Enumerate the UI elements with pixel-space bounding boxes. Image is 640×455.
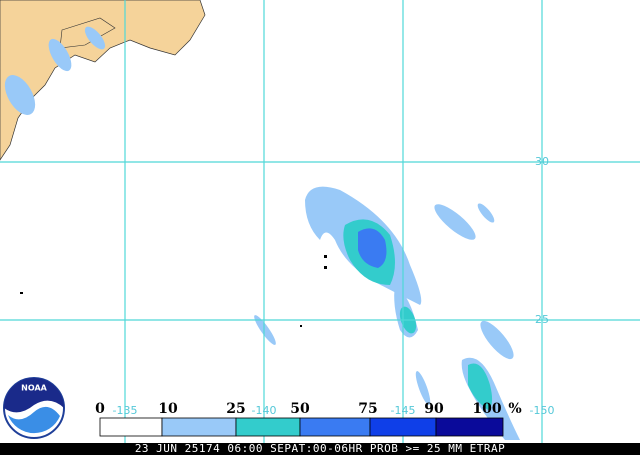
legend-swatch [99, 417, 163, 437]
legend-swatch [299, 417, 371, 437]
legend-swatch [161, 417, 237, 437]
footer-bar [0, 443, 640, 455]
grid [0, 0, 640, 443]
legend-label: 25 [226, 401, 245, 417]
lon-label: -145 [391, 404, 416, 417]
legend-swatch [235, 417, 301, 437]
lon-label: -150 [530, 404, 555, 417]
precip [4, 26, 520, 440]
legend-swatch [369, 417, 437, 437]
logo-text: NOAA [21, 384, 47, 393]
legend-label: 0 [95, 401, 105, 417]
legend-unit: % [508, 401, 521, 417]
footer: 23 JUN 25174 06:00 SEPAT:00-06HR PROB >=… [135, 442, 505, 455]
noaa-logo: NOAA [3, 377, 65, 439]
legend-swatch [435, 417, 504, 437]
lon-label: -140 [252, 404, 277, 417]
lat-label: 30 [535, 155, 549, 168]
lat-label: 25 [535, 313, 549, 326]
legend-label: 100 [472, 401, 501, 417]
legend-label: 50 [290, 401, 310, 417]
legend-label: 10 [158, 401, 178, 417]
lon-label: -135 [113, 404, 138, 417]
legend-label: 90 [424, 401, 444, 417]
legend-label: 75 [358, 401, 377, 417]
